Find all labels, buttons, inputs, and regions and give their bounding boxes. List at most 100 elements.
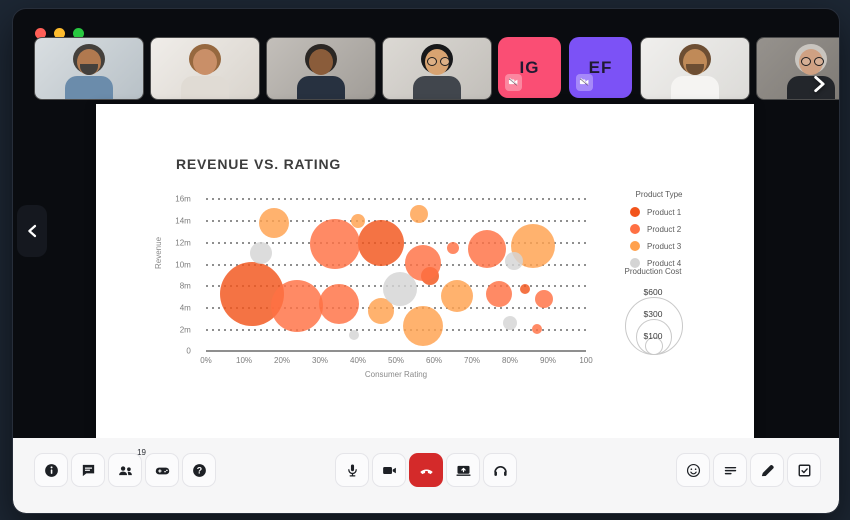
controller-button[interactable] <box>145 453 179 487</box>
tasks-icon <box>798 464 810 476</box>
participant-initials: EF <box>588 57 613 77</box>
notes-icon <box>724 466 736 474</box>
help-icon: ? <box>192 463 206 477</box>
participants-icon <box>118 465 132 475</box>
next-participants-button[interactable] <box>805 67 833 101</box>
y-tick-label: 4m <box>179 303 191 313</box>
window-controls <box>35 28 84 39</box>
x-tick-label: 0% <box>200 356 212 365</box>
gridline <box>206 307 586 310</box>
participant-tile-initials[interactable]: EF <box>569 37 632 98</box>
notes-button[interactable] <box>713 453 747 487</box>
headphones-icon <box>493 465 507 476</box>
share-screen-icon <box>455 465 471 476</box>
camera-off-badge <box>576 74 593 91</box>
x-axis-label: Consumer Rating <box>364 370 428 379</box>
gridline <box>206 329 586 332</box>
legend-color-dot <box>630 207 640 217</box>
share-screen-button[interactable] <box>446 453 480 487</box>
x-tick-label: 90% <box>539 356 557 365</box>
participant-tile-video[interactable] <box>150 37 260 100</box>
chat-icon <box>82 464 94 476</box>
x-tick-label: 100 <box>579 356 593 365</box>
legend-item-label: Product 4 <box>647 258 682 268</box>
participant-tile-video[interactable] <box>382 37 492 100</box>
camera-off-icon <box>508 77 518 86</box>
microphone-icon <box>347 463 357 477</box>
participant-video <box>151 38 259 99</box>
gridline <box>206 219 586 222</box>
chat-button[interactable] <box>71 453 105 487</box>
x-tick-label: 30% <box>311 356 329 365</box>
bubble-product-3 <box>259 207 290 238</box>
legend-item: Product 1 <box>630 207 726 217</box>
size-legend-value: $300 <box>643 309 663 319</box>
legend-color-dot <box>630 241 640 251</box>
x-tick-label: 60% <box>425 356 443 365</box>
controller-icon <box>155 467 169 474</box>
participant-tile-video[interactable] <box>34 37 144 100</box>
bubble-chart-plot: 16m 14m 12m 10m 8m 4m 2m 0 0% 10% 20% 30% 40% 50% 60% 7… <box>175 195 592 366</box>
previous-panel-button[interactable] <box>17 205 47 257</box>
end-call-button[interactable] <box>409 453 443 487</box>
y-axis-label: Revenue <box>154 236 163 269</box>
shared-screen: REVENUE VS. RATING 16m 14m 12m 10m 8m 4m 2m 0 0%… <box>96 104 754 438</box>
zoom-window-button[interactable] <box>73 28 84 39</box>
y-tick-label: 16m <box>175 194 191 204</box>
participant-video <box>383 38 491 99</box>
end-call-icon <box>419 469 433 474</box>
tasks-button[interactable] <box>787 453 821 487</box>
info-icon <box>44 463 58 477</box>
bubble-product-3 <box>440 279 473 312</box>
microphone-button[interactable] <box>335 453 369 487</box>
info-button[interactable] <box>34 453 68 487</box>
y-tick-label: 8m <box>179 281 191 291</box>
participant-tile-initials[interactable]: IG <box>498 37 561 98</box>
legend-color-dot <box>630 258 640 268</box>
participant-video <box>35 38 143 99</box>
bubble-product-2 <box>271 280 324 333</box>
participants-count-badge: 19 <box>137 448 146 457</box>
y-tick-label: 14m <box>175 216 191 226</box>
legend-title: Product Type <box>635 190 683 199</box>
chevron-right-icon <box>814 75 825 93</box>
camera-button[interactable] <box>372 453 406 487</box>
help-button[interactable]: ? <box>182 453 216 487</box>
legend-item: Product 4 <box>630 258 726 268</box>
close-window-button[interactable] <box>35 28 46 39</box>
legend-item-label: Product 1 <box>647 207 682 217</box>
bubble-product-2 <box>319 284 359 325</box>
participant-tile-video[interactable] <box>640 37 750 100</box>
participant-tile-video[interactable] <box>756 37 839 100</box>
participant-tile-video[interactable] <box>266 37 376 100</box>
size-legend-value: $100 <box>643 331 663 341</box>
participant-initials: IG <box>519 57 540 77</box>
headphones-button[interactable] <box>483 453 517 487</box>
size-legend-value: $600 <box>643 287 663 297</box>
y-tick-label: 2m <box>179 325 191 335</box>
call-toolbar: 19? <box>13 438 839 513</box>
bubble-product-2 <box>531 324 542 334</box>
y-tick-label: 12m <box>175 238 191 248</box>
chart-title: REVENUE VS. RATING <box>176 156 342 172</box>
x-tick-label: 10% <box>235 356 253 365</box>
emoji-button[interactable] <box>676 453 710 487</box>
participants-button[interactable]: 19 <box>108 448 146 487</box>
participant-video <box>641 38 749 99</box>
x-tick-label: 40% <box>349 356 367 365</box>
size-legend-circle <box>645 337 663 355</box>
legend-item: Product 3 <box>630 241 726 251</box>
edit-icon <box>761 464 774 476</box>
bubble-product-2 <box>310 218 361 269</box>
y-tick-label: 0 <box>186 346 191 356</box>
minimize-window-button[interactable] <box>54 28 65 39</box>
bubble-product-4 <box>382 271 417 306</box>
gridline <box>206 198 586 200</box>
video-call-window: IG EF <box>12 8 840 514</box>
svg-text:?: ? <box>196 465 201 475</box>
legend-item-label: Product 2 <box>647 224 682 234</box>
edit-button[interactable] <box>750 453 784 487</box>
camera-off-badge <box>505 74 522 91</box>
camera-off-icon <box>579 77 589 86</box>
